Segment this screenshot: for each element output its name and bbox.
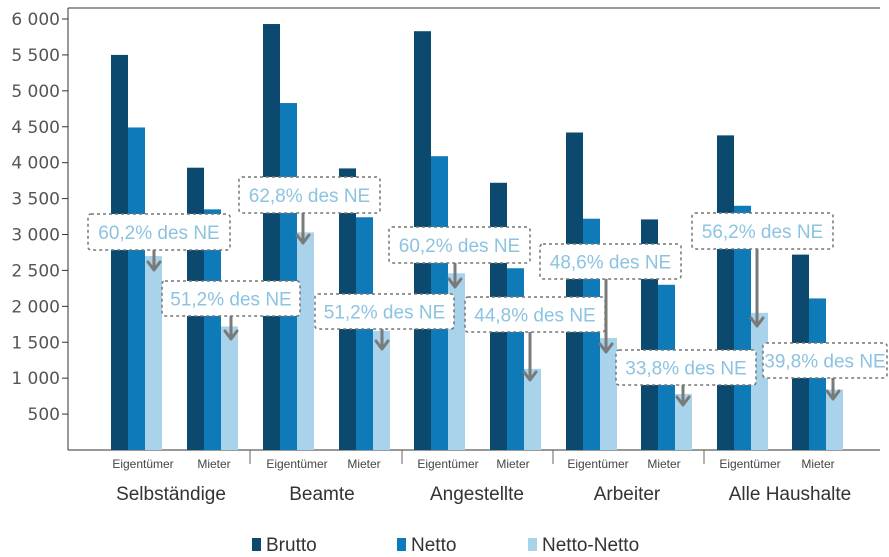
bar [566, 132, 583, 450]
annotation-box [762, 342, 888, 379]
legend-swatch [528, 538, 537, 551]
group-label: Beamte [289, 484, 354, 505]
annotation-arrowhead [522, 370, 538, 382]
annotation-label: 39,8% des NE [764, 352, 885, 373]
bar [717, 135, 734, 450]
group-label: Angestellte [430, 484, 524, 505]
annotation-arrowhead [598, 342, 614, 354]
annotation-arrowhead [295, 233, 311, 245]
legend-label: Netto-Netto [542, 535, 639, 556]
annotation-label: 33,8% des NE [625, 359, 746, 380]
annotation-arrowhead [223, 329, 239, 341]
bar [204, 209, 221, 450]
bar [524, 368, 541, 450]
y-tick-label: 2 500 [11, 261, 60, 281]
y-tick-label: 500 [28, 405, 60, 425]
subcategory-label: Mieter [197, 457, 230, 471]
annotation-box [238, 176, 381, 214]
y-tick-label: 4 000 [11, 154, 60, 174]
chart-annotations: 60,2% des NE 51,2% des NE 62,8% des NE 51,2… [87, 176, 888, 407]
legend-swatch [397, 538, 406, 551]
bar [221, 326, 238, 450]
subcategory-label: Eigentümer [266, 457, 327, 471]
chart-legend: Brutto Netto Netto-Netto [252, 535, 639, 556]
group-label: Alle Haushalte [729, 484, 852, 505]
y-tick-label: 1 500 [11, 333, 60, 353]
legend-label: Brutto [266, 535, 317, 556]
annotation-box [539, 243, 682, 280]
y-tick-label: 4 500 [11, 118, 60, 138]
group-label: Selbständige [116, 484, 226, 505]
chart-axis-labels: 500 1 000 1 500 2 000 2 500 3 000 3 500 4 000 4 … [11, 10, 851, 505]
subcategory-label: Eigentümer [417, 457, 478, 471]
bar [128, 127, 145, 451]
bar [734, 205, 751, 450]
subcategory-label: Mieter [496, 457, 529, 471]
bar [600, 337, 617, 450]
subcategory-label: Eigentümer [567, 457, 628, 471]
annotation-arrowhead [675, 395, 691, 407]
annotation-box [388, 226, 531, 264]
subcategory-label: Eigentümer [719, 457, 780, 471]
group-label: Arbeiter [594, 484, 661, 505]
annotation-box [87, 213, 231, 251]
legend-swatch [252, 538, 261, 551]
y-tick-label: 2 000 [11, 297, 60, 317]
annotation-label: 60,2% des NE [98, 223, 219, 244]
bar [297, 232, 314, 450]
annotation-box [464, 296, 606, 333]
y-tick-label: 3 000 [11, 226, 60, 246]
annotation-arrowhead [374, 339, 390, 351]
bar [356, 217, 373, 450]
annotation-arrowhead [146, 260, 162, 272]
annotation-box [615, 349, 757, 386]
y-tick-label: 6 000 [11, 10, 60, 30]
legend-label: Netto [411, 535, 456, 556]
bar [145, 256, 162, 450]
annotation-label: 51,2% des NE [324, 303, 445, 324]
annotation-label: 62,8% des NE [249, 186, 370, 207]
annotation-box [161, 280, 301, 317]
subcategory-label: Eigentümer [112, 457, 173, 471]
y-tick-label: 3 500 [11, 190, 60, 210]
subcategory-label: Mieter [801, 457, 834, 471]
annotation-label: 48,6% des NE [550, 253, 671, 274]
annotation-label: 44,8% des NE [474, 306, 595, 327]
subcategory-label: Mieter [347, 457, 380, 471]
annotation-label: 56,2% des NE [702, 222, 823, 243]
bar [373, 330, 390, 450]
bar [263, 24, 280, 451]
y-tick-label: 5 000 [11, 82, 60, 102]
bar [111, 54, 128, 451]
annotation-box [314, 293, 455, 330]
y-tick-label: 5 500 [11, 46, 60, 66]
annotation-label: 51,2% des NE [170, 290, 291, 311]
chart-bars [111, 24, 843, 451]
annotation-label: 60,2% des NE [399, 236, 520, 257]
annotation-box [691, 212, 834, 250]
annotation-arrowhead [749, 316, 765, 328]
bar [826, 389, 843, 450]
bar [507, 268, 524, 450]
bar [280, 103, 297, 451]
annotation-arrowhead [447, 277, 463, 289]
bar [675, 393, 692, 450]
subcategory-label: Mieter [647, 457, 680, 471]
annotation-arrowhead [825, 389, 841, 401]
y-tick-label: 1 000 [11, 369, 60, 389]
